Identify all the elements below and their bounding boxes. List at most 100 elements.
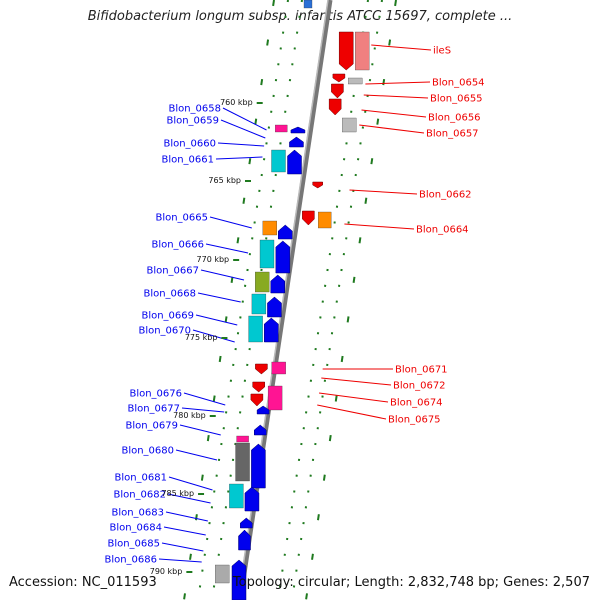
blon-0667-a[interactable] (255, 271, 270, 293)
blon-0664-gene[interactable] (302, 210, 315, 226)
blon-0657-gene[interactable] (342, 117, 357, 133)
gene-label-blon_0662[interactable]: Blon_0662 (419, 190, 472, 201)
blon-0665-b[interactable] (278, 224, 293, 240)
blon-0681-a[interactable] (229, 483, 244, 509)
blon-0655-gene[interactable] (331, 83, 344, 99)
leader-line (167, 493, 211, 504)
leader-line (197, 292, 241, 303)
blon-0658-gene[interactable] (275, 124, 288, 133)
leader-line (222, 107, 267, 131)
blon-0661-a[interactable] (271, 149, 286, 173)
blon-0661-gene[interactable] (287, 149, 302, 175)
top-gene-f[interactable] (303, 0, 313, 9)
dotted-tracks (183, 0, 397, 600)
ileS-gene-2[interactable] (355, 31, 370, 71)
gene-label-blon_0680[interactable]: Blon_0680 (121, 446, 174, 457)
leader-line (317, 404, 387, 420)
gene-label-blon_0656[interactable]: Blon_0656 (428, 113, 481, 124)
gene-label-blon_0665[interactable]: Blon_0665 (155, 213, 208, 224)
gene-label-blon_0668[interactable]: Blon_0668 (143, 289, 196, 300)
leader-line (371, 44, 432, 51)
leader-line (209, 216, 252, 229)
leader-line (175, 449, 218, 461)
leader-line (181, 407, 225, 413)
gene-label-blon_0659[interactable]: Blon_0659 (166, 116, 219, 127)
track-dash-1 (305, 0, 397, 600)
gene-label-blon_0667[interactable]: Blon_0667 (146, 266, 199, 277)
leader-line (200, 269, 245, 281)
blon-0679-gene[interactable] (254, 424, 267, 436)
gene-label-blon_0664[interactable]: Blon_0664 (416, 225, 469, 236)
blon-0680-a[interactable] (236, 435, 249, 443)
blon-0668-a[interactable] (251, 293, 267, 315)
blon-0666-gene[interactable] (275, 240, 291, 274)
gene-label-blon_0682[interactable]: Blon_0682 (113, 490, 166, 501)
gene-label-iles[interactable]: ileS (433, 46, 451, 57)
blon-0654-gene[interactable] (332, 73, 346, 83)
leader-line (318, 392, 389, 403)
gene-label-blon_0661[interactable]: Blon_0661 (161, 155, 214, 166)
blon-0664-b[interactable] (318, 211, 332, 229)
blon-0660-gene[interactable] (289, 136, 304, 148)
blon-0680-gene[interactable] (251, 443, 266, 489)
gene-label-blon_0669[interactable]: Blon_0669 (141, 311, 194, 322)
leader-line (215, 156, 263, 160)
gene-label-blon_0681[interactable]: Blon_0681 (114, 473, 167, 484)
blon-0677-gene[interactable] (256, 405, 270, 415)
gene-label-blon_0658[interactable]: Blon_0658 (168, 104, 221, 115)
leader-line (163, 526, 206, 536)
accession-text: Accession: NC_011593 (9, 575, 157, 590)
blon-0668-gene[interactable] (267, 296, 282, 318)
gene-label-blon_0674[interactable]: Blon_0674 (390, 398, 443, 409)
gene-label-blon_0657[interactable]: Blon_0657 (426, 129, 479, 140)
gene-label-blon_0684[interactable]: Blon_0684 (109, 523, 162, 534)
leader-line (217, 142, 265, 147)
gene-label-blon_0675[interactable]: Blon_0675 (388, 415, 441, 426)
gene-label-blon_0677[interactable]: Blon_0677 (127, 404, 180, 415)
blon-0665-gene[interactable] (262, 220, 278, 236)
blon-0683-gene[interactable] (240, 517, 253, 529)
gene-label-blon_0683[interactable]: Blon_0683 (111, 508, 164, 519)
blon-0686-gene[interactable] (231, 559, 247, 600)
blon-0684-gene[interactable] (238, 529, 251, 551)
blon-0656-gene[interactable] (328, 98, 342, 116)
leader-line (365, 81, 431, 85)
gene-label-blon_0654[interactable]: Blon_0654 (432, 78, 485, 89)
blon-0680-b[interactable] (235, 442, 250, 482)
blon-0659-gene[interactable] (290, 126, 306, 134)
blon-0662-gene[interactable] (312, 181, 323, 189)
blon-0669-a[interactable] (248, 315, 263, 343)
blon-0672-gene[interactable] (252, 381, 265, 393)
blon-0671-b[interactable] (271, 361, 286, 375)
blon-0654-b[interactable] (348, 77, 363, 85)
blon-0667-gene[interactable] (270, 274, 285, 294)
gene-label-blon_0685[interactable]: Blon_0685 (107, 539, 160, 550)
blon-0671-gene[interactable] (255, 363, 268, 375)
gene-label-blon_0679[interactable]: Blon_0679 (125, 421, 178, 432)
leader-line (321, 377, 392, 386)
blon-0674-b[interactable] (267, 385, 283, 411)
gene-label-blon_0655[interactable]: Blon_0655 (430, 94, 483, 105)
gene-label-blon_0671[interactable]: Blon_0671 (395, 365, 448, 376)
gene-label-blon_0672[interactable]: Blon_0672 (393, 381, 446, 392)
gene-label-blon_0676[interactable]: Blon_0676 (129, 389, 182, 400)
blon-0686-a[interactable] (215, 564, 230, 584)
kbp-tick-label: 780 kbp (173, 411, 206, 420)
leader-line (359, 124, 425, 134)
blon-0666-a[interactable] (259, 239, 275, 269)
leader-line (205, 243, 249, 254)
blon-0681-gene[interactable] (244, 486, 260, 512)
gene-label-blon_0686[interactable]: Blon_0686 (104, 555, 157, 566)
kbp-tick-label: 770 kbp (197, 255, 230, 264)
ileS-gene[interactable] (338, 31, 354, 71)
gene-label-blon_0666[interactable]: Blon_0666 (151, 240, 204, 251)
kbp-tick-label: 785 kbp (161, 489, 194, 498)
blon-0674-gene[interactable] (250, 393, 264, 407)
gene-label-blon_0660[interactable]: Blon_0660 (163, 139, 216, 150)
blon-0669-gene[interactable] (264, 317, 279, 343)
leader-line (361, 109, 427, 118)
leader-line (192, 329, 235, 343)
gene-label-blon_0670[interactable]: Blon_0670 (138, 326, 191, 337)
